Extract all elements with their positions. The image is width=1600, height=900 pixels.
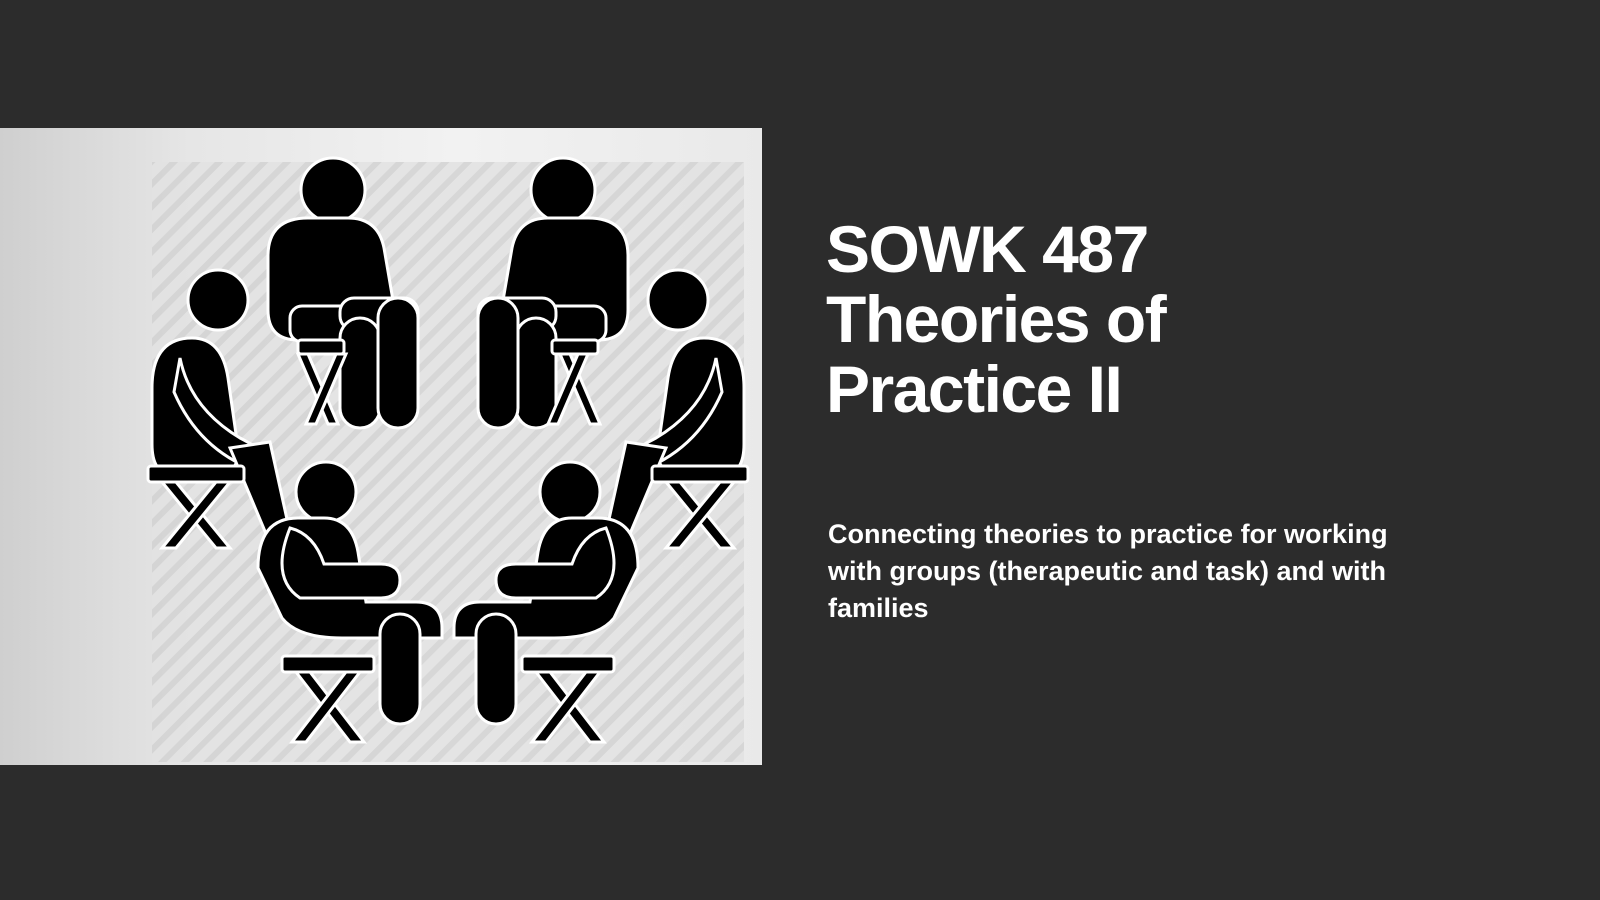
group-therapy-circle-icon	[146, 156, 750, 762]
title-line-1: SOWK 487	[826, 212, 1149, 286]
slide-subtitle: Connecting theories to practice for work…	[828, 519, 1388, 623]
title-line-3: Practice II	[826, 352, 1123, 426]
slide-title: SOWK 487 Theories of Practice II	[826, 214, 1546, 424]
title-line-2: Theories of	[826, 282, 1167, 356]
group-illustration	[0, 128, 762, 765]
